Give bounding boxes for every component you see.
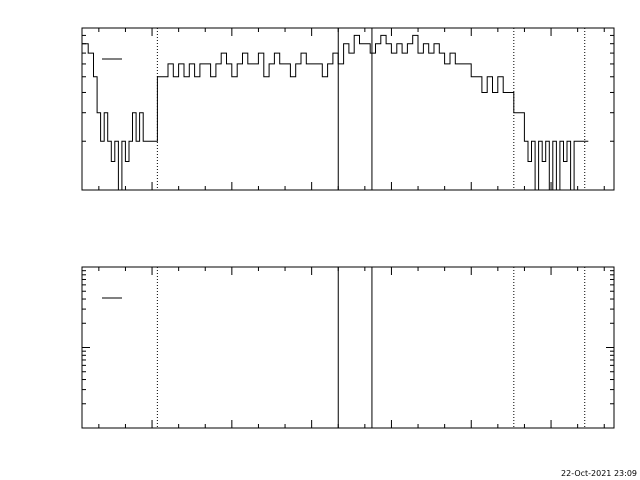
plot-frame — [81, 266, 615, 429]
generation-timestamp: 22-Oct-2021 23:09 — [561, 469, 637, 478]
plot-frame — [81, 27, 615, 191]
lo-channel-panel — [81, 27, 615, 191]
series-line — [82, 34, 589, 190]
hi-channel-panel — [81, 266, 615, 429]
